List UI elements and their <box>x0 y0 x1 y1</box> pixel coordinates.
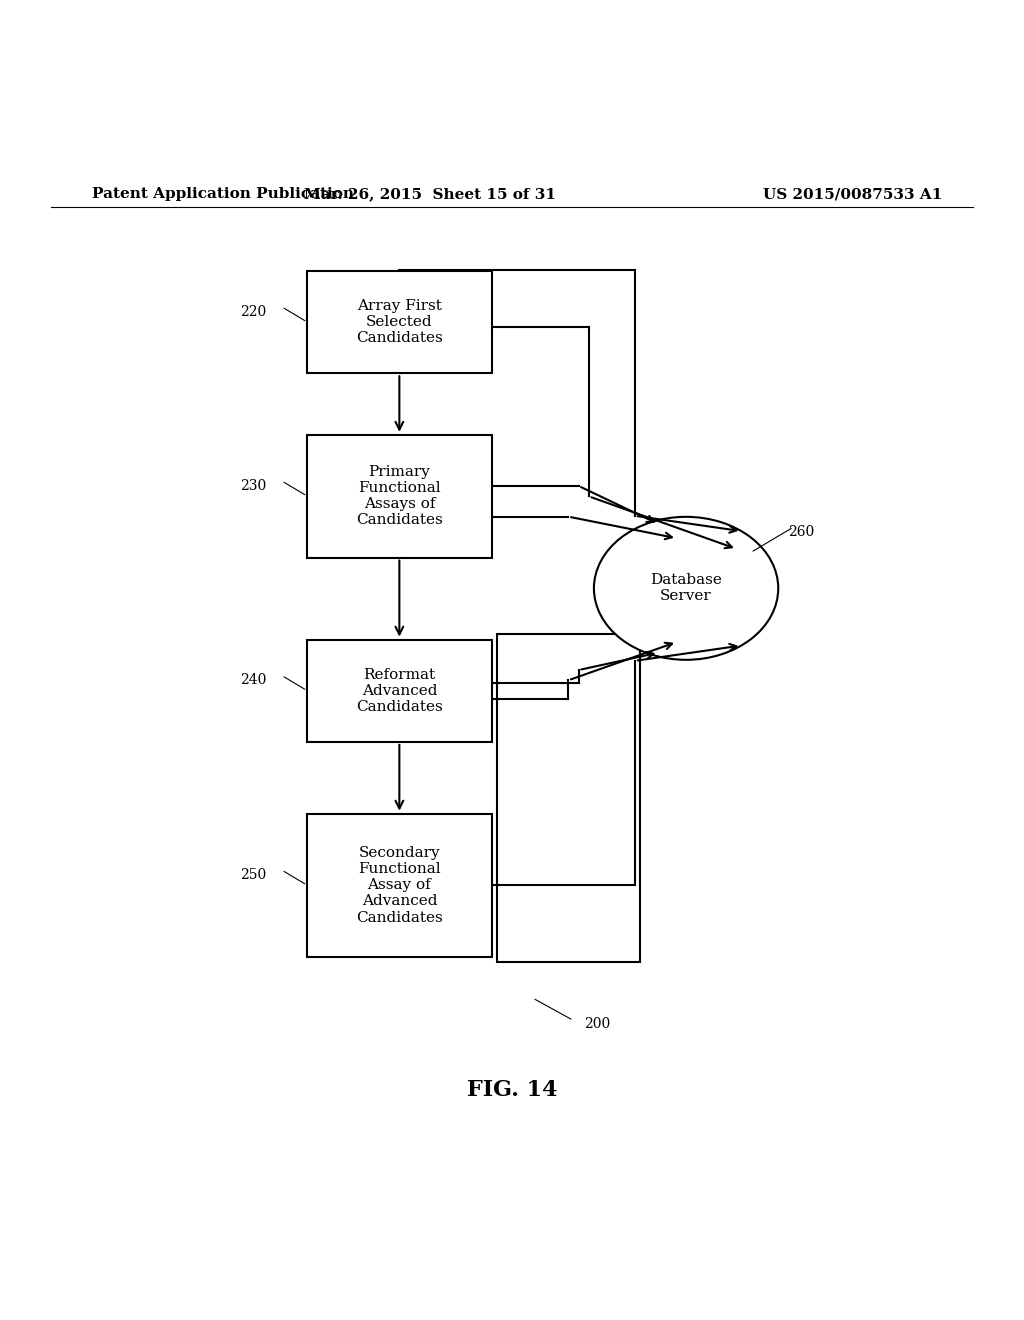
Text: 230: 230 <box>240 479 266 492</box>
Text: FIG. 14: FIG. 14 <box>467 1078 557 1101</box>
Ellipse shape <box>594 517 778 660</box>
Text: 240: 240 <box>240 673 266 688</box>
Text: Primary
Functional
Assays of
Candidates: Primary Functional Assays of Candidates <box>356 465 442 528</box>
Text: 220: 220 <box>240 305 266 319</box>
Text: Patent Application Publication: Patent Application Publication <box>92 187 354 201</box>
Bar <box>497 635 640 962</box>
Text: Mar. 26, 2015  Sheet 15 of 31: Mar. 26, 2015 Sheet 15 of 31 <box>304 187 556 201</box>
Text: Array First
Selected
Candidates: Array First Selected Candidates <box>356 298 442 346</box>
Bar <box>307 271 492 374</box>
Text: 200: 200 <box>584 1016 610 1031</box>
Text: 250: 250 <box>240 869 266 882</box>
Text: US 2015/0087533 A1: US 2015/0087533 A1 <box>763 187 942 201</box>
Text: Secondary
Functional
Assay of
Advanced
Candidates: Secondary Functional Assay of Advanced C… <box>356 846 442 925</box>
Bar <box>307 813 492 957</box>
Text: 260: 260 <box>788 525 815 539</box>
Bar <box>307 434 492 557</box>
Bar <box>307 639 492 742</box>
Text: Reformat
Advanced
Candidates: Reformat Advanced Candidates <box>356 668 442 714</box>
Text: Database
Server: Database Server <box>650 573 722 603</box>
